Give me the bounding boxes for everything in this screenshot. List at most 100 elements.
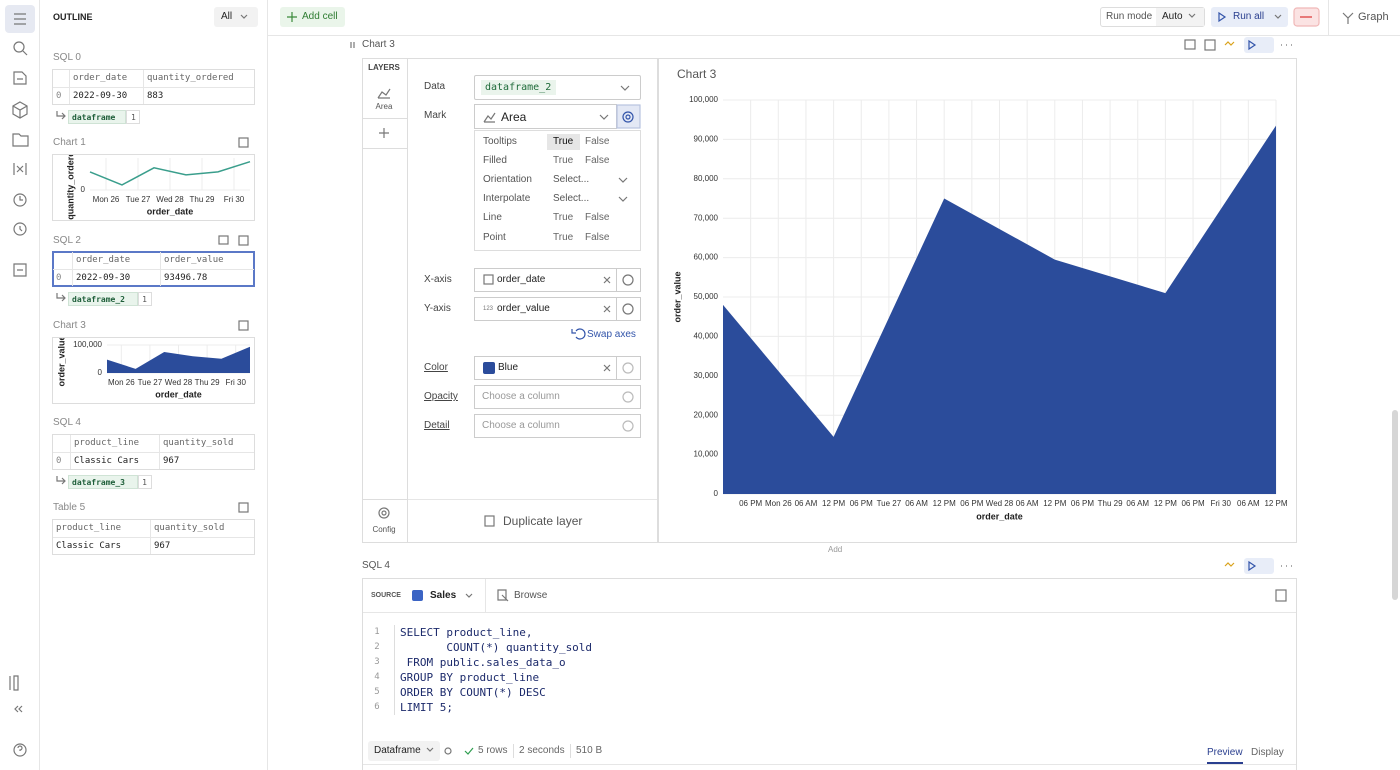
encoding-field[interactable] <box>474 268 617 292</box>
result-name[interactable]: dataframe <box>72 112 116 122</box>
placeholder[interactable]: Choose a column <box>482 391 560 402</box>
option-choice[interactable]: True <box>553 232 574 243</box>
ai-icon[interactable] <box>1224 562 1235 567</box>
code-line[interactable]: ORDER BY COUNT(*) DESC <box>400 685 546 699</box>
field-settings[interactable] <box>617 268 641 292</box>
result-chip[interactable] <box>68 475 138 489</box>
result-tab[interactable]: Display <box>1251 747 1284 758</box>
option-choice[interactable]: False <box>585 155 610 166</box>
code-line[interactable]: FROM public.sales_data_o <box>400 655 566 669</box>
run-button[interactable] <box>1244 558 1274 574</box>
field-value[interactable]: order_date <box>497 274 546 285</box>
mark-select[interactable] <box>474 104 617 129</box>
browse-button[interactable]: Browse <box>514 590 548 601</box>
outline-item-title[interactable]: Table 5 <box>53 502 86 513</box>
option-select[interactable]: Select... <box>553 174 590 185</box>
result-table[interactable] <box>52 519 255 555</box>
result-chip[interactable] <box>68 110 127 124</box>
outline-item-title[interactable]: Chart 1 <box>53 137 86 148</box>
field-settings[interactable] <box>617 356 641 380</box>
result-name[interactable]: dataframe_2 <box>72 294 125 304</box>
add-cell-label[interactable]: Add cell <box>302 11 338 22</box>
encoding-field[interactable] <box>474 297 617 321</box>
data-chip <box>481 80 556 95</box>
ai-icon[interactable] <box>1224 41 1235 46</box>
col-divider <box>72 252 73 286</box>
run-all-button[interactable] <box>1211 7 1288 27</box>
field-label: Detail <box>424 420 450 431</box>
encoding-field[interactable] <box>474 356 617 380</box>
line-number: 2 <box>374 641 380 652</box>
result-tab[interactable]: Preview <box>1207 747 1243 758</box>
mark-value[interactable]: Area <box>501 109 527 124</box>
row-divider <box>53 537 254 538</box>
code-line[interactable]: SELECT product_line, <box>400 625 533 639</box>
run-mode-select[interactable] <box>1100 7 1205 27</box>
chart-thumbnail[interactable] <box>52 154 255 221</box>
field-label: Mark <box>424 110 447 121</box>
divider <box>363 764 1296 765</box>
col-divider <box>143 70 144 104</box>
outline-item-title[interactable]: SQL 4 <box>53 417 81 428</box>
config-tab[interactable]: Config <box>372 524 396 534</box>
divider <box>513 744 514 758</box>
encoding-field[interactable] <box>474 385 641 409</box>
filter-select[interactable] <box>214 7 258 27</box>
row-divider <box>53 87 254 88</box>
column-header: order_value <box>164 254 224 265</box>
source-select[interactable]: Sales <box>430 590 457 601</box>
chart-thumbnail[interactable] <box>52 337 255 404</box>
result-table[interactable] <box>52 434 255 470</box>
code-line[interactable]: COUNT(*) quantity_sold <box>400 640 593 654</box>
layer-tab[interactable]: Area <box>375 101 393 111</box>
run-icon <box>1248 560 1257 572</box>
result-table[interactable] <box>52 69 255 105</box>
result-count-chip <box>137 292 152 306</box>
chart-cell <box>362 58 1297 543</box>
line-number: 3 <box>374 656 380 667</box>
table-cell: 0 <box>56 455 62 466</box>
graph-button[interactable]: Graph <box>1358 10 1389 23</box>
filter-value[interactable]: All <box>221 11 233 22</box>
run-button[interactable] <box>1244 37 1274 53</box>
code-line[interactable]: GROUP BY product_line <box>400 670 540 684</box>
data-select[interactable] <box>474 75 641 100</box>
result-chip[interactable] <box>68 292 138 306</box>
result-type[interactable]: Dataframe <box>374 745 421 756</box>
option-choice[interactable]: True <box>553 155 574 166</box>
data-value[interactable]: dataframe_2 <box>485 82 552 93</box>
option-choice[interactable]: False <box>585 136 610 147</box>
option-select[interactable]: Select... <box>553 193 590 204</box>
run-all-label[interactable]: Run all <box>1233 11 1265 22</box>
sql-cell <box>362 578 1297 770</box>
result-name[interactable]: dataframe_3 <box>72 477 125 487</box>
swap-axes-button[interactable]: Swap axes <box>587 329 636 340</box>
field-value[interactable]: Blue <box>498 362 519 373</box>
outline-item-title[interactable]: SQL 2 <box>53 235 81 246</box>
scrollbar[interactable] <box>1392 410 1398 600</box>
option-choice[interactable]: False <box>585 212 610 223</box>
run-mode-value[interactable]: Auto <box>1162 11 1183 22</box>
comment-icon[interactable] <box>1184 39 1196 50</box>
table-cell: 967 <box>163 455 180 466</box>
drag-handle[interactable] <box>350 42 355 48</box>
add-cell-inline[interactable]: Add <box>828 544 843 554</box>
option-choice[interactable]: True <box>553 136 574 147</box>
code-line[interactable]: LIMIT 5; <box>400 700 453 714</box>
outline-item-title[interactable]: SQL 0 <box>53 52 81 63</box>
field-value[interactable]: order_value <box>497 303 550 314</box>
result-type-select[interactable] <box>368 741 440 761</box>
option-label: Line <box>483 212 502 223</box>
table-cell: 2022-09-30 <box>76 272 131 283</box>
layout-icon[interactable] <box>1204 39 1216 51</box>
option-choice[interactable]: True <box>553 212 574 223</box>
duplicate-layer-button[interactable]: Duplicate layer <box>503 513 583 528</box>
field-settings[interactable] <box>617 297 641 321</box>
divider <box>362 118 407 119</box>
result-count: 1 <box>142 294 148 304</box>
placeholder[interactable]: Choose a column <box>482 420 560 431</box>
option-choice[interactable]: False <box>585 232 610 243</box>
outline-item-title[interactable]: Chart 3 <box>53 320 86 331</box>
encoding-field[interactable] <box>474 414 641 438</box>
